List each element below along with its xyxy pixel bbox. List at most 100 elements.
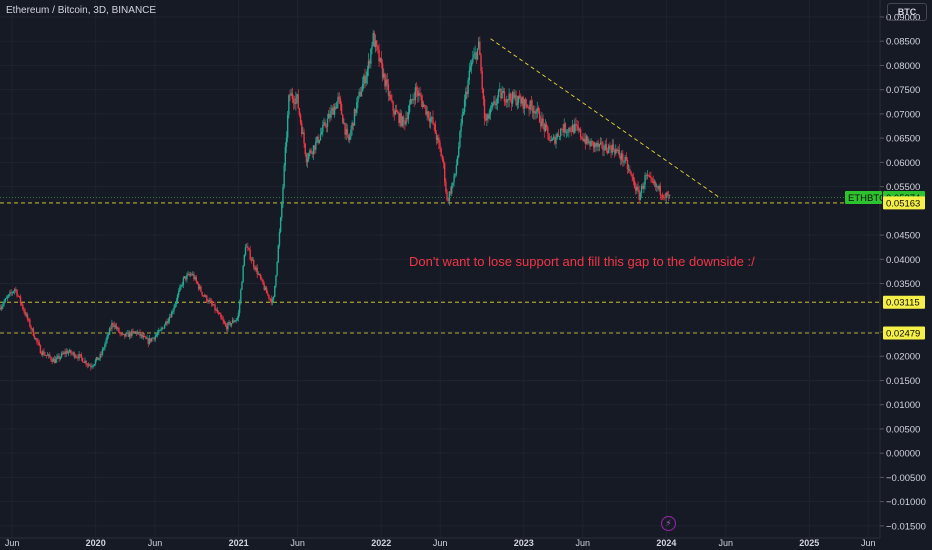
candle-body [609, 145, 611, 148]
candle-body [94, 360, 97, 365]
candle-body [11, 292, 14, 294]
candle-body [203, 295, 206, 297]
candle-body [494, 101, 496, 105]
candle-body [552, 136, 555, 139]
price-tick-label: 0.04500 [886, 231, 920, 242]
candle-body [119, 332, 121, 334]
candle-body [134, 331, 137, 333]
candle-body [118, 328, 120, 333]
candle-body [175, 300, 178, 304]
candle-body [202, 295, 205, 297]
candle-body [564, 123, 567, 133]
candle-body [66, 350, 69, 354]
candle-body [666, 192, 669, 195]
candle-body [523, 99, 526, 109]
candle-body [115, 325, 118, 329]
candle-body [408, 104, 411, 112]
candle-body [169, 317, 172, 318]
candle-body [353, 109, 356, 126]
candle-body [65, 350, 67, 354]
candle-body [644, 175, 646, 185]
candle-body [214, 304, 216, 311]
candle-body [599, 142, 602, 145]
candle-body [402, 116, 405, 122]
candle-body [343, 122, 345, 124]
candle-body [32, 328, 35, 336]
candle-body [591, 140, 594, 142]
price-tick-label: 0.06500 [886, 134, 920, 145]
candle-body [155, 334, 158, 336]
candle-body [145, 336, 147, 339]
currency-button[interactable]: BTC [887, 3, 927, 21]
candle-body [453, 175, 455, 183]
time-axis[interactable]: Jun 2020 Jun 2021 Jun 2022 Jun 2023 Jun 2024 Jun 20… [0, 537, 880, 548]
candle-body [387, 84, 390, 96]
candle-body [393, 111, 396, 115]
candle-body [572, 125, 575, 133]
candle-body [230, 323, 233, 326]
candle-body [83, 362, 85, 363]
candle-body [0, 307, 2, 310]
candle-body [588, 141, 590, 144]
candle-body [120, 333, 122, 335]
candle-body [633, 180, 636, 188]
candles [0, 29, 671, 371]
candle-body [339, 98, 342, 105]
candle-body [366, 69, 369, 77]
candle-body [47, 354, 50, 356]
candle-body [241, 281, 243, 290]
candle-body [147, 338, 149, 344]
candle-body [6, 296, 9, 298]
candle-body [33, 335, 36, 339]
candle-body [385, 79, 387, 87]
price-tick-label: 0.08500 [886, 37, 920, 48]
candle-body [378, 50, 380, 62]
candle-body [582, 138, 584, 141]
candle-body [38, 342, 40, 346]
candle-body [624, 157, 626, 162]
candle-body [279, 217, 282, 232]
candle-body [627, 169, 630, 170]
candle-body [308, 153, 310, 160]
candle-body [138, 331, 140, 333]
candle-body [622, 153, 624, 162]
candle-body [272, 296, 275, 300]
candle-body [10, 292, 12, 294]
candle-body [667, 194, 670, 196]
candle-body [187, 273, 189, 275]
candle-body [51, 360, 53, 362]
candle-body [39, 345, 42, 354]
candle-body [224, 323, 227, 326]
candle-body [415, 87, 418, 91]
candle-body [153, 337, 155, 340]
candle-body [488, 114, 490, 119]
price-axis[interactable]: 0.09000 0.08500 0.08000 0.07500 0.07000 0.065… [879, 0, 926, 538]
candle-body [454, 173, 456, 176]
time-tick-label: Jun [576, 538, 591, 548]
candle-body [174, 303, 176, 308]
chart-annotation: Don't want to lose support and fill this… [409, 254, 755, 269]
candle-body [18, 296, 21, 297]
lightning-icon[interactable]: ⚡ [661, 516, 676, 531]
candle-body [98, 358, 100, 360]
candle-body [180, 285, 182, 287]
candle-body [465, 91, 467, 100]
candle-body [549, 140, 551, 142]
candle-body [503, 91, 506, 102]
candle-body [419, 93, 421, 96]
candle-body [322, 124, 324, 132]
candle-body [168, 317, 171, 322]
candle-body [167, 321, 169, 324]
candle-body [158, 330, 160, 334]
candle-body [422, 104, 425, 107]
candle-body [331, 108, 333, 111]
candle-body [306, 159, 309, 163]
candle-body [50, 357, 52, 361]
candle-body [643, 184, 645, 189]
candle-body [74, 356, 77, 358]
candle-body [510, 98, 513, 104]
candle-body [554, 136, 556, 144]
candle-body [357, 96, 359, 103]
